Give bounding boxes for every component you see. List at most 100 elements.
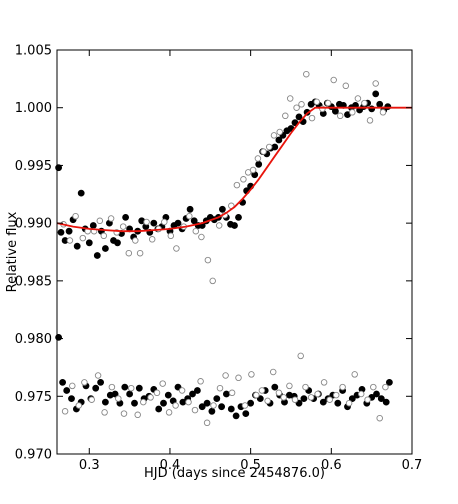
data-point-open bbox=[75, 402, 83, 409]
data-point-filled bbox=[235, 213, 242, 221]
data-point-filled bbox=[242, 410, 250, 417]
x-tick-label: 0.6 bbox=[321, 458, 342, 473]
data-point-open bbox=[372, 80, 379, 87]
y-tick-label: 0.975 bbox=[15, 390, 52, 405]
data-point-open bbox=[382, 383, 389, 391]
data-point-open bbox=[209, 277, 216, 285]
axis-ticks: 0.3 0.4 0.5 0.6 0.7 0.970 0.975 0.980 0.985 0.990… bbox=[15, 44, 423, 474]
data-point-filled bbox=[377, 395, 385, 402]
data-point-open bbox=[249, 166, 257, 174]
data-point-open bbox=[96, 217, 104, 225]
data-point-filled bbox=[218, 403, 225, 411]
y-tick-label: 0.995 bbox=[15, 159, 52, 174]
data-point-open bbox=[313, 98, 321, 106]
data-point-filled bbox=[63, 387, 71, 394]
data-point-filled bbox=[368, 105, 376, 113]
data-point-filled bbox=[68, 395, 75, 402]
data-point-open bbox=[270, 132, 278, 139]
data-point-filled bbox=[92, 384, 100, 392]
data-point-filled bbox=[186, 205, 194, 213]
data-point-filled bbox=[218, 205, 226, 213]
data-point-open bbox=[161, 218, 168, 226]
data-point-open bbox=[264, 397, 271, 405]
data-point-open bbox=[153, 389, 161, 397]
x-tick-label: 0.5 bbox=[240, 458, 261, 473]
data-point-filled bbox=[385, 378, 393, 386]
data-point-filled bbox=[57, 228, 65, 236]
data-point-open bbox=[265, 143, 273, 151]
data-point-filled bbox=[382, 398, 390, 406]
data-point-filled bbox=[227, 405, 235, 413]
data-point-open bbox=[349, 109, 356, 116]
data-point-open bbox=[61, 408, 69, 415]
data-point-open bbox=[215, 222, 223, 229]
data-point-open bbox=[326, 396, 333, 403]
data-point-open bbox=[357, 390, 365, 398]
data-point-filled bbox=[271, 143, 279, 151]
data-point-open bbox=[192, 227, 200, 235]
data-point-filled bbox=[135, 384, 143, 392]
data-point-filled bbox=[131, 399, 138, 407]
data-point-filled bbox=[373, 390, 380, 398]
data-point-open bbox=[198, 233, 205, 241]
data-point-filled bbox=[164, 391, 172, 399]
data-point-open bbox=[173, 245, 180, 252]
data-point-open bbox=[120, 410, 128, 417]
data-point-open bbox=[186, 212, 193, 220]
data-point-filled bbox=[150, 219, 158, 227]
data-point-filled bbox=[384, 103, 392, 110]
data-point-open bbox=[308, 114, 316, 122]
data-point-open bbox=[178, 387, 186, 394]
data-point-open bbox=[302, 383, 309, 391]
data-point-open bbox=[143, 218, 150, 226]
data-point-open bbox=[235, 374, 242, 382]
data-point-open bbox=[275, 389, 283, 397]
data-point-open bbox=[210, 402, 217, 409]
data-point-open bbox=[345, 399, 353, 407]
data-point-open bbox=[253, 391, 260, 399]
data-point-open bbox=[361, 99, 368, 107]
data-point-filled bbox=[55, 333, 62, 341]
data-point-open bbox=[197, 378, 204, 385]
data-point-open bbox=[228, 389, 236, 397]
data-point-open bbox=[167, 232, 175, 240]
data-point-filled bbox=[198, 403, 206, 411]
data-point-filled bbox=[334, 399, 342, 407]
data-point-filled bbox=[295, 113, 303, 121]
data-point-open bbox=[94, 372, 102, 379]
data-point-open bbox=[100, 232, 108, 240]
data-point-open bbox=[351, 371, 358, 378]
data-point-open bbox=[107, 215, 115, 222]
data-point-filled bbox=[271, 383, 279, 391]
data-point-open bbox=[307, 394, 315, 401]
data-point-open bbox=[216, 384, 224, 392]
data-point-open bbox=[297, 352, 304, 360]
data-point-filled bbox=[232, 412, 240, 420]
data-point-filled bbox=[255, 160, 263, 168]
data-point-filled bbox=[102, 398, 109, 406]
data-point-open bbox=[69, 382, 76, 390]
data-point-open bbox=[280, 394, 287, 401]
plot-frame bbox=[56, 49, 413, 455]
data-point-open bbox=[298, 101, 305, 108]
data-point-open bbox=[339, 383, 346, 391]
data-point-filled bbox=[348, 395, 356, 402]
y-tick-label: 0.980 bbox=[15, 332, 52, 347]
data-point-filled bbox=[300, 395, 308, 402]
data-point-open bbox=[127, 384, 135, 392]
data-point-filled bbox=[208, 407, 216, 415]
y-tick-label: 0.990 bbox=[15, 217, 52, 232]
data-point-open bbox=[66, 237, 74, 244]
data-point-open bbox=[240, 176, 247, 183]
data-point-filled bbox=[160, 399, 167, 407]
data-point-open bbox=[132, 237, 139, 244]
data-point-open bbox=[204, 256, 212, 264]
data-point-filled bbox=[126, 390, 134, 398]
data-point-filled bbox=[73, 242, 81, 250]
data-point-filled bbox=[174, 219, 182, 227]
data-point-filled bbox=[111, 390, 119, 398]
y-tick-label: 1.005 bbox=[15, 44, 52, 59]
data-point-open bbox=[241, 402, 249, 409]
data-point-filled bbox=[190, 217, 198, 225]
